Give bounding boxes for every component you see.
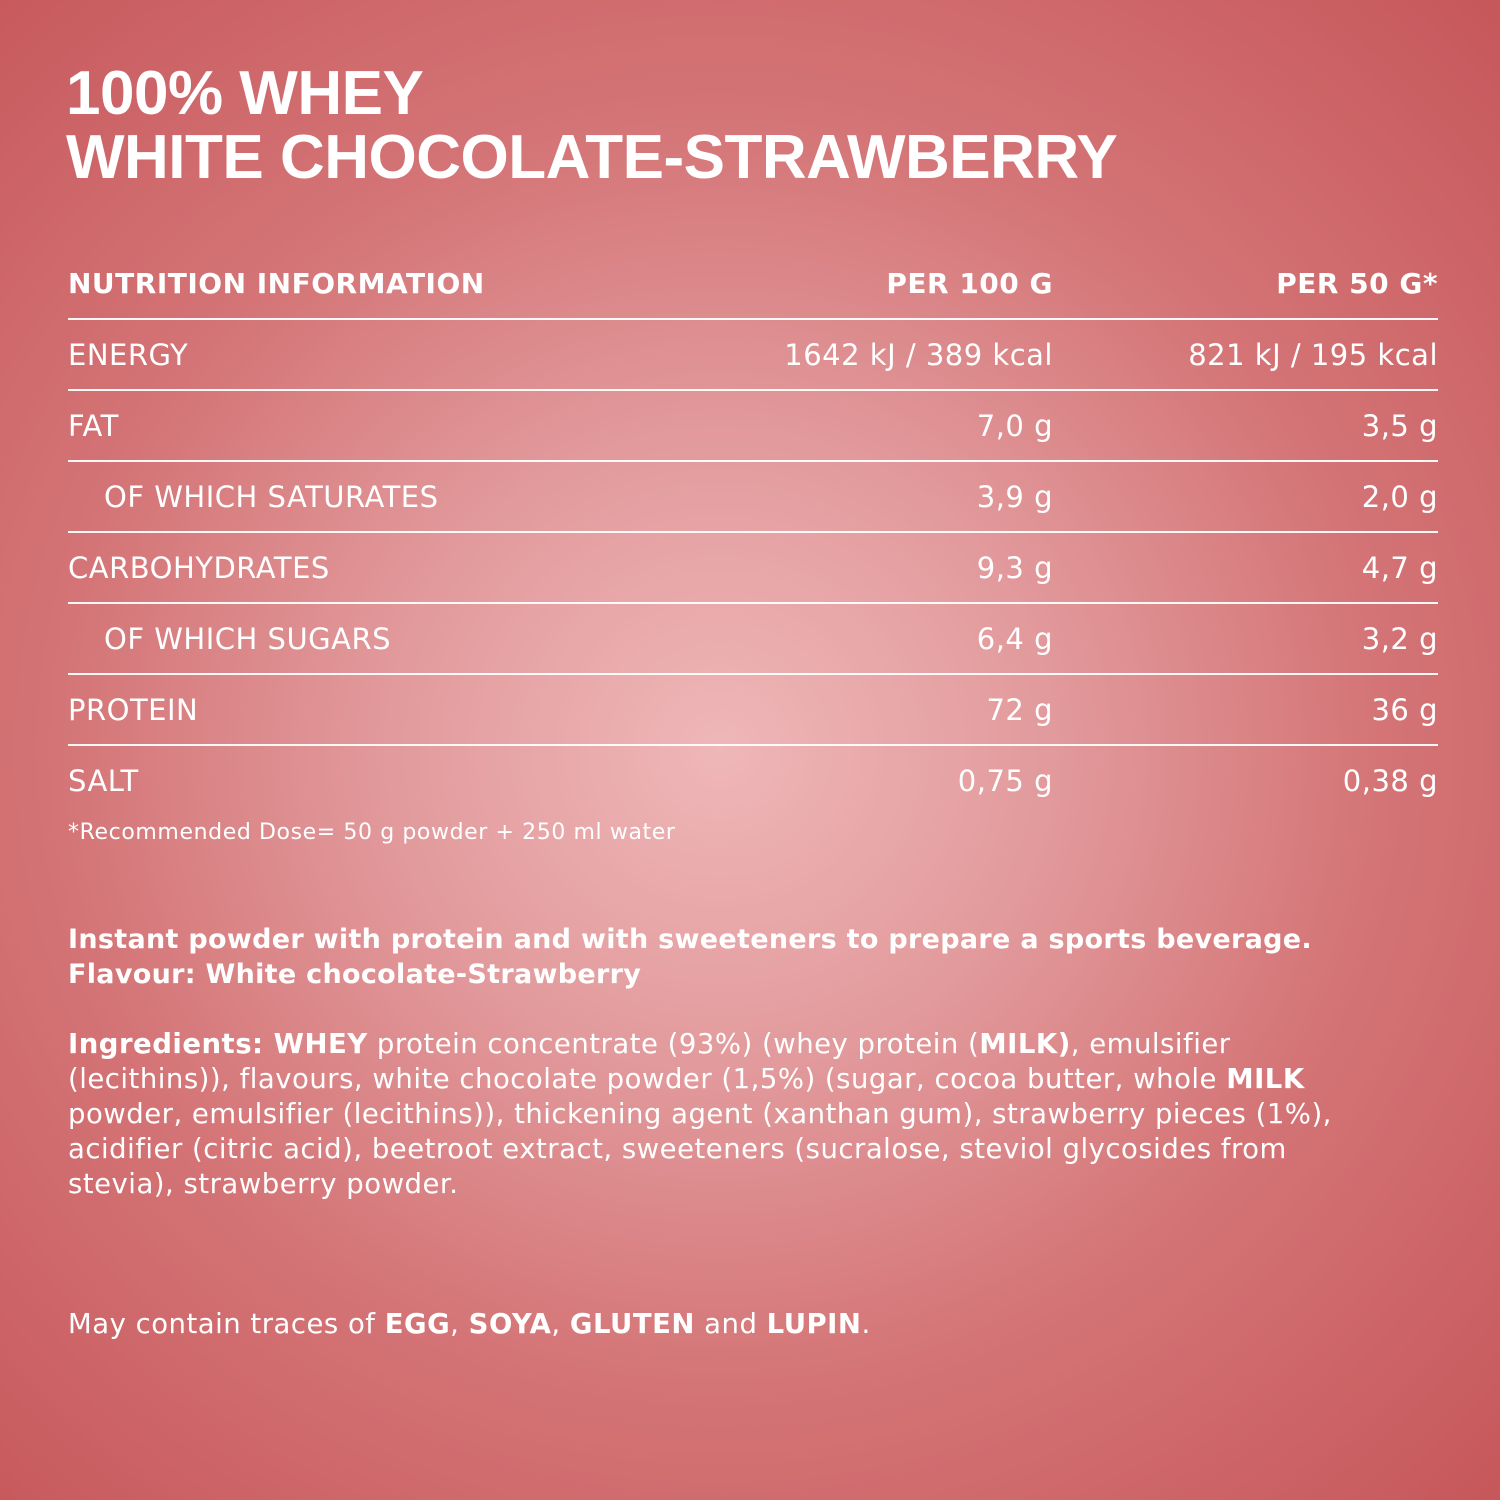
text-bold: LUPIN [766,1308,862,1340]
text-bold: GLUTEN [569,1308,695,1340]
table-row: PROTEIN 72 g 36 g [68,675,1438,746]
row-label: OF WHICH SUGARS [104,621,392,656]
table-row: CARBOHYDRATES 9,3 g 4,7 g [68,533,1438,604]
row-label: SALT [68,763,139,798]
text: , [551,1308,570,1340]
row-label: ENERGY [68,337,189,372]
text-bold: SOYA [468,1308,552,1340]
allergens: May contain traces of EGG, SOYA, GLUTEN … [68,1307,871,1342]
header-cell: NUTRITION INFORMATION [68,267,485,300]
table-row: OF WHICH SATURATES 3,9 g 2,0 g [68,462,1438,533]
ingredients: Ingredients: WHEY protein concentrate (9… [68,1027,1398,1202]
row-label: FAT [68,408,119,443]
cell: 2,0 g [1361,479,1438,514]
cell: 1642 kJ / 389 kcal [784,337,1053,372]
table-row: SALT 0,75 g 0,38 g [68,746,1438,815]
title-line: WHITE CHOCOLATE-STRAWBERRY [66,123,1118,192]
table-header: NUTRITION INFORMATION PER 100 G PER 50 G… [68,249,1438,320]
row-label: CARBOHYDRATES [68,550,330,585]
text: , [450,1308,469,1340]
cell: 36 g [1371,692,1438,727]
text: May contain traces of [68,1308,385,1340]
cell: 3,9 g [976,479,1053,514]
description: Instant powder with protein and with swe… [68,922,1312,992]
text-bold: Ingredients: WHEY [68,1028,368,1060]
text-bold: EGG [384,1308,451,1340]
table-row: FAT 7,0 g 3,5 g [68,391,1438,462]
text: . [861,1308,871,1340]
cell: 4,7 g [1361,550,1438,585]
cell: 821 kJ / 195 kcal [1188,337,1438,372]
cell: 7,0 g [976,408,1053,443]
cell: 0,75 g [957,763,1053,798]
description-line: Flavour: White chocolate-Strawberry [68,959,642,990]
table-row: ENERGY 1642 kJ / 389 kcal 821 kJ / 195 k… [68,320,1438,391]
text: protein concentrate (93%) (whey protein … [367,1028,980,1060]
text: , emulsifier (lecithins)), flavours, whi… [68,1028,1231,1095]
footnote: *Recommended Dose= 50 g powder + 250 ml … [68,820,676,845]
text: powder, emulsifier (lecithins)), thicken… [68,1098,1332,1200]
text: and [694,1308,767,1340]
title: 100% WHEY WHITE CHOCOLATE-STRAWBERRY [66,59,1118,192]
table-row: OF WHICH SUGARS 6,4 g 3,2 g [68,604,1438,675]
cell: 6,4 g [976,621,1053,656]
header-cell: PER 100 G [886,267,1053,300]
description-line: Instant powder with protein and with swe… [68,924,1312,955]
cell: 0,38 g [1342,763,1438,798]
text-bold: MILK) [979,1028,1071,1060]
cell: 9,3 g [976,550,1053,585]
cell: 3,5 g [1361,408,1438,443]
title-line: 100% WHEY [66,59,424,128]
cell: 72 g [986,692,1053,727]
row-label: PROTEIN [68,692,199,727]
header-cell: PER 50 G* [1276,267,1438,300]
text-bold: MILK [1226,1063,1305,1095]
nutrition-table: NUTRITION INFORMATION PER 100 G PER 50 G… [68,249,1438,815]
cell: 3,2 g [1361,621,1438,656]
row-label: OF WHICH SATURATES [104,479,439,514]
